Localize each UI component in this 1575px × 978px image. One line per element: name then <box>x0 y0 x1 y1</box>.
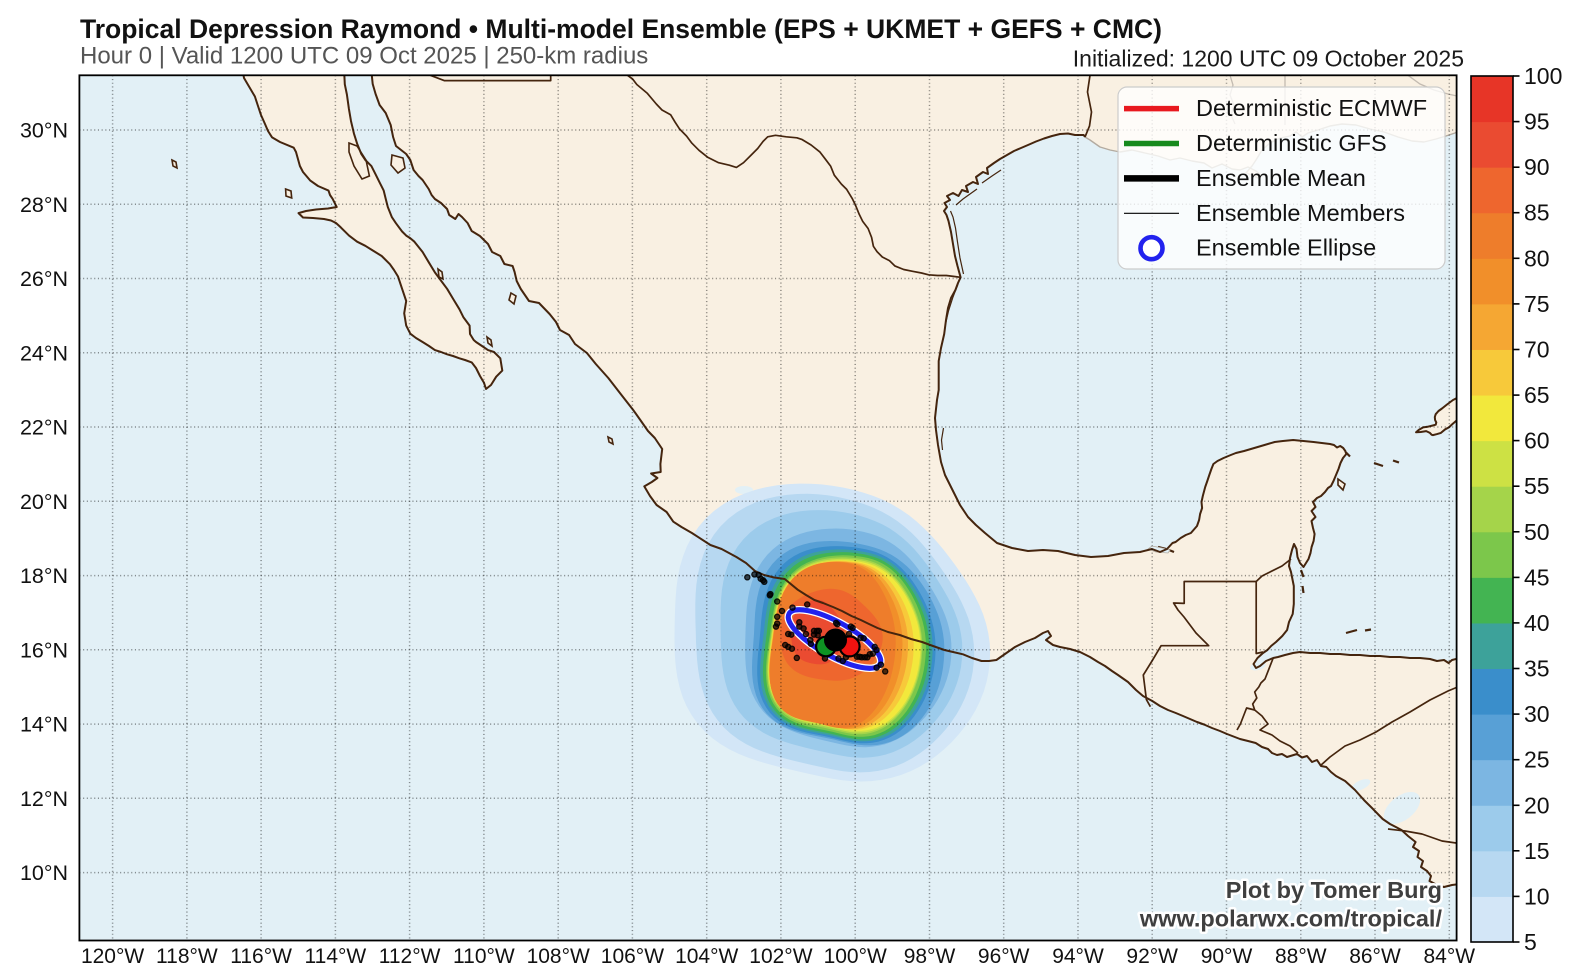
svg-text:35: 35 <box>1524 656 1550 682</box>
svg-text:85: 85 <box>1524 200 1550 226</box>
svg-text:120°W: 120°W <box>81 945 144 968</box>
svg-text:92°W: 92°W <box>1126 945 1178 968</box>
svg-text:18°N: 18°N <box>20 564 68 588</box>
svg-text:28°N: 28°N <box>20 193 68 217</box>
svg-text:40: 40 <box>1524 610 1550 636</box>
svg-text:Deterministic ECMWF: Deterministic ECMWF <box>1196 95 1427 121</box>
svg-text:65: 65 <box>1524 382 1550 408</box>
svg-text:22°N: 22°N <box>20 416 68 440</box>
svg-text:60: 60 <box>1524 428 1550 454</box>
svg-text:15: 15 <box>1524 838 1550 864</box>
svg-text:Hour 0 | Valid 1200 UTC 09 Oct: Hour 0 | Valid 1200 UTC 09 Oct 2025 | 25… <box>80 43 648 70</box>
svg-text:98°W: 98°W <box>904 945 956 968</box>
svg-text:95: 95 <box>1524 109 1550 135</box>
svg-text:Ensemble Mean: Ensemble Mean <box>1196 165 1366 191</box>
svg-text:90: 90 <box>1524 154 1550 180</box>
svg-text:75: 75 <box>1524 291 1550 317</box>
svg-text:Ensemble Members: Ensemble Members <box>1196 200 1405 226</box>
svg-text:106°W: 106°W <box>601 945 664 968</box>
svg-text:20: 20 <box>1524 792 1550 818</box>
svg-text:16°N: 16°N <box>20 638 68 662</box>
svg-text:100: 100 <box>1524 63 1562 89</box>
svg-text:84°W: 84°W <box>1424 945 1476 968</box>
svg-text:116°W: 116°W <box>230 945 292 968</box>
svg-text:www.polarwx.com/tropical/: www.polarwx.com/tropical/ <box>1139 906 1443 932</box>
svg-text:30°N: 30°N <box>20 119 68 143</box>
svg-text:102°W: 102°W <box>749 945 812 968</box>
svg-text:50: 50 <box>1524 519 1550 545</box>
svg-text:14°N: 14°N <box>20 713 68 737</box>
svg-text:30: 30 <box>1524 701 1550 727</box>
svg-text:20°N: 20°N <box>20 490 68 514</box>
svg-text:108°W: 108°W <box>527 945 590 968</box>
svg-text:80: 80 <box>1524 245 1550 271</box>
svg-text:25: 25 <box>1524 747 1550 773</box>
svg-text:90°W: 90°W <box>1201 945 1253 968</box>
svg-text:112°W: 112°W <box>379 945 441 968</box>
svg-text:88°W: 88°W <box>1275 945 1327 968</box>
svg-text:86°W: 86°W <box>1349 945 1401 968</box>
svg-text:70: 70 <box>1524 337 1550 363</box>
svg-text:100°W: 100°W <box>824 945 887 968</box>
svg-text:45: 45 <box>1524 564 1550 590</box>
svg-text:Initialized: 1200 UTC 09 Octob: Initialized: 1200 UTC 09 October 2025 <box>1073 46 1464 72</box>
svg-text:Tropical Depression Raymond •: Tropical Depression Raymond • Multi-mode… <box>80 14 1162 44</box>
svg-text:24°N: 24°N <box>20 341 68 365</box>
svg-text:26°N: 26°N <box>20 267 68 291</box>
svg-text:114°W: 114°W <box>305 945 367 968</box>
svg-text:96°W: 96°W <box>978 945 1030 968</box>
svg-text:10°N: 10°N <box>20 861 68 885</box>
svg-text:10: 10 <box>1524 883 1550 909</box>
svg-text:104°W: 104°W <box>675 945 738 968</box>
svg-text:118°W: 118°W <box>156 945 218 968</box>
svg-text:12°N: 12°N <box>20 787 68 811</box>
svg-text:55: 55 <box>1524 473 1550 499</box>
svg-text:Deterministic GFS: Deterministic GFS <box>1196 130 1387 156</box>
svg-text:110°W: 110°W <box>453 945 515 968</box>
svg-text:94°W: 94°W <box>1052 945 1104 968</box>
svg-text:Ensemble Ellipse: Ensemble Ellipse <box>1196 235 1376 261</box>
svg-text:Plot by Tomer Burg: Plot by Tomer Burg <box>1226 877 1442 903</box>
svg-text:5: 5 <box>1524 929 1537 955</box>
